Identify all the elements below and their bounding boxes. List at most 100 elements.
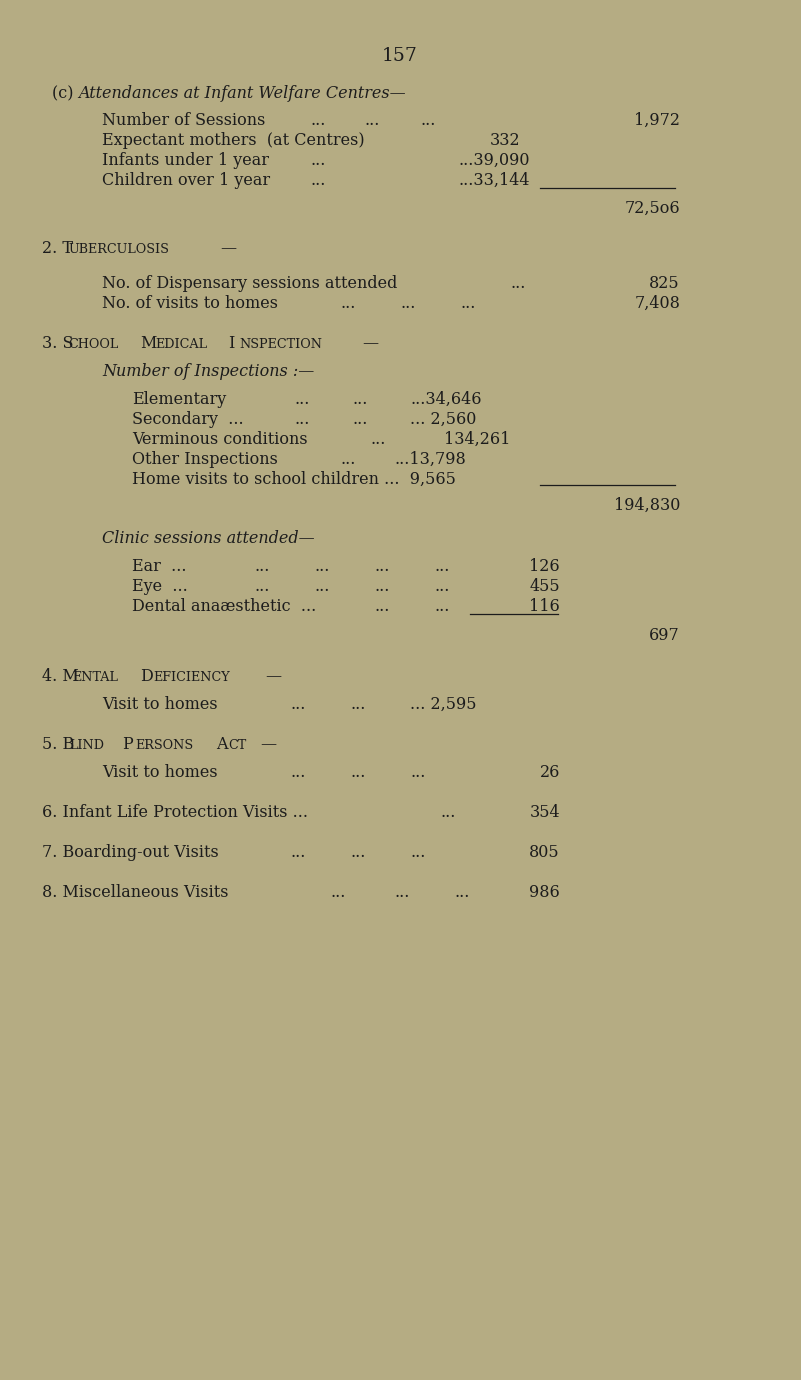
Text: 5. B: 5. B	[42, 736, 74, 753]
Text: 3. S: 3. S	[42, 335, 74, 352]
Text: ...: ...	[295, 411, 310, 428]
Text: ... 2,560: ... 2,560	[410, 411, 477, 428]
Text: ...: ...	[410, 765, 425, 781]
Text: ...: ...	[315, 578, 330, 595]
Text: 126: 126	[529, 558, 560, 575]
Text: ... 2,595: ... 2,595	[410, 696, 477, 713]
Text: —: —	[220, 240, 236, 257]
Text: ...: ...	[295, 391, 310, 408]
Text: ...: ...	[353, 391, 368, 408]
Text: Infants under 1 year: Infants under 1 year	[102, 152, 269, 168]
Text: 157: 157	[382, 47, 418, 65]
Text: 4. M: 4. M	[42, 668, 78, 684]
Text: 986: 986	[529, 885, 560, 901]
Text: ...13,798: ...13,798	[395, 451, 467, 468]
Text: ...34,646: ...34,646	[410, 391, 481, 408]
Text: ...: ...	[410, 845, 425, 861]
Text: NSPECTION: NSPECTION	[239, 338, 322, 351]
Text: P: P	[122, 736, 133, 753]
Text: 697: 697	[650, 627, 680, 644]
Text: ...: ...	[290, 765, 305, 781]
Text: ...: ...	[290, 845, 305, 861]
Text: Other Inspections: Other Inspections	[132, 451, 278, 468]
Text: ...: ...	[340, 295, 356, 312]
Text: ...: ...	[460, 295, 475, 312]
Text: Elementary: Elementary	[132, 391, 226, 408]
Text: 7. Boarding-out Visits: 7. Boarding-out Visits	[42, 845, 219, 861]
Text: ...: ...	[375, 558, 390, 575]
Text: Visit to homes: Visit to homes	[102, 765, 218, 781]
Text: ...: ...	[290, 696, 305, 713]
Text: 6. Infant Life Protection Visits ...: 6. Infant Life Protection Visits ...	[42, 805, 308, 821]
Text: Children over 1 year: Children over 1 year	[102, 172, 270, 189]
Text: Expectant mothers  (at Centres): Expectant mothers (at Centres)	[102, 132, 364, 149]
Text: ...: ...	[395, 885, 410, 901]
Text: ...: ...	[435, 558, 450, 575]
Text: EDICAL: EDICAL	[155, 338, 207, 351]
Text: ...: ...	[310, 172, 325, 189]
Text: Visit to homes: Visit to homes	[102, 696, 218, 713]
Text: —: —	[260, 736, 276, 753]
Text: 72,5о6: 72,5о6	[624, 200, 680, 217]
Text: ...: ...	[350, 765, 365, 781]
Text: —: —	[265, 668, 281, 684]
Text: ...: ...	[350, 696, 365, 713]
Text: 26: 26	[540, 765, 560, 781]
Text: 2. T: 2. T	[42, 240, 73, 257]
Text: No. of Dispensary sessions attended: No. of Dispensary sessions attended	[102, 275, 397, 293]
Text: ...: ...	[435, 578, 450, 595]
Text: 1,972: 1,972	[634, 112, 680, 128]
Text: CT: CT	[228, 740, 246, 752]
Text: ...: ...	[370, 431, 385, 448]
Text: ...: ...	[310, 112, 325, 128]
Text: D: D	[140, 668, 153, 684]
Text: ...: ...	[375, 598, 390, 615]
Text: A: A	[216, 736, 227, 753]
Text: ...: ...	[353, 411, 368, 428]
Text: 8. Miscellaneous Visits: 8. Miscellaneous Visits	[42, 885, 228, 901]
Text: ...: ...	[375, 578, 390, 595]
Text: ...: ...	[365, 112, 380, 128]
Text: Eye  ...: Eye ...	[132, 578, 187, 595]
Text: ENTAL: ENTAL	[72, 671, 118, 684]
Text: ...: ...	[350, 845, 365, 861]
Text: ...: ...	[420, 112, 436, 128]
Text: Dental anaæsthetic  ...: Dental anaæsthetic ...	[132, 598, 316, 615]
Text: EFICIENCY: EFICIENCY	[153, 671, 230, 684]
Text: CHOOL: CHOOL	[68, 338, 119, 351]
Text: ...39,090: ...39,090	[458, 152, 529, 168]
Text: ...: ...	[330, 885, 345, 901]
Text: ...: ...	[255, 558, 271, 575]
Text: 194,830: 194,830	[614, 497, 680, 513]
Text: No. of visits to homes: No. of visits to homes	[102, 295, 278, 312]
Text: Clinic sessions attended—: Clinic sessions attended—	[102, 530, 315, 546]
Text: Secondary  ...: Secondary ...	[132, 411, 244, 428]
Text: (c): (c)	[52, 86, 78, 102]
Text: Number of Sessions: Number of Sessions	[102, 112, 265, 128]
Text: ...: ...	[510, 275, 525, 293]
Text: —: —	[362, 335, 378, 352]
Text: UBERCULOSIS: UBERCULOSIS	[68, 243, 169, 257]
Text: 455: 455	[529, 578, 560, 595]
Text: Home visits to school children ...  9,565: Home visits to school children ... 9,565	[132, 471, 456, 489]
Text: ...33,144: ...33,144	[458, 172, 529, 189]
Text: Attendances at Infant Welfare Centres—: Attendances at Infant Welfare Centres—	[78, 86, 405, 102]
Text: ...: ...	[400, 295, 416, 312]
Text: 805: 805	[529, 845, 560, 861]
Text: LIND: LIND	[69, 740, 104, 752]
Text: 116: 116	[529, 598, 560, 615]
Text: ...: ...	[435, 598, 450, 615]
Text: 7,408: 7,408	[634, 295, 680, 312]
Text: Number of Inspections :—: Number of Inspections :—	[102, 363, 314, 380]
Text: 134,261: 134,261	[444, 431, 510, 448]
Text: ERSONS: ERSONS	[135, 740, 193, 752]
Text: 354: 354	[529, 805, 560, 821]
Text: ...: ...	[310, 152, 325, 168]
Text: ...: ...	[315, 558, 330, 575]
Text: Ear  ...: Ear ...	[132, 558, 187, 575]
Text: Verminous conditions: Verminous conditions	[132, 431, 308, 448]
Text: ...: ...	[455, 885, 470, 901]
Text: I: I	[228, 335, 235, 352]
Text: 825: 825	[650, 275, 680, 293]
Text: M: M	[140, 335, 156, 352]
